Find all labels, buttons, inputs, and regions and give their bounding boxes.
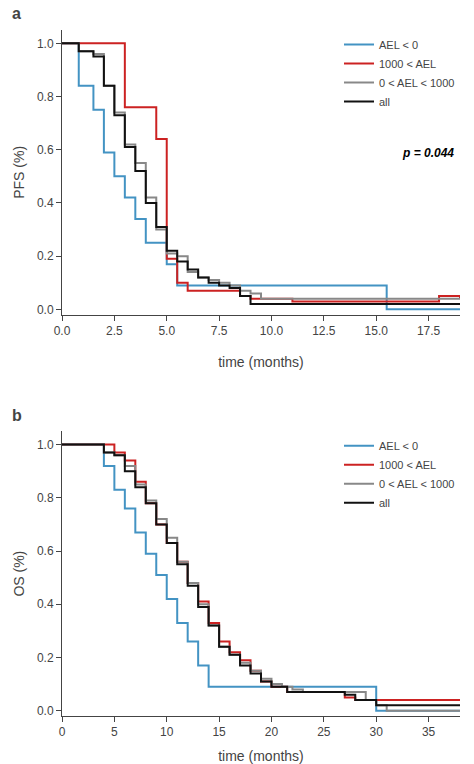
svg-text:0.0: 0.0: [37, 303, 54, 317]
svg-text:10.0: 10.0: [260, 324, 284, 338]
svg-text:1.0: 1.0: [37, 438, 54, 452]
svg-text:15.0: 15.0: [365, 324, 389, 338]
svg-text:12.5: 12.5: [312, 324, 336, 338]
svg-text:30: 30: [370, 725, 384, 739]
svg-text:all: all: [379, 96, 390, 108]
svg-text:all: all: [379, 497, 390, 509]
svg-text:b: b: [12, 407, 22, 424]
svg-text:0.4: 0.4: [37, 597, 54, 611]
svg-text:17.5: 17.5: [417, 324, 441, 338]
svg-text:0.6: 0.6: [37, 544, 54, 558]
svg-text:35: 35: [422, 725, 436, 739]
svg-text:7.5: 7.5: [211, 324, 228, 338]
svg-text:25: 25: [317, 725, 331, 739]
svg-text:20: 20: [265, 725, 279, 739]
svg-text:2.5: 2.5: [106, 324, 123, 338]
svg-text:0.0: 0.0: [37, 704, 54, 718]
svg-text:0.4: 0.4: [37, 196, 54, 210]
svg-text:0.0: 0.0: [54, 324, 71, 338]
svg-text:1000 < AEL: 1000 < AEL: [379, 58, 436, 70]
svg-text:OS (%): OS (%): [11, 551, 27, 597]
svg-text:0 < AEL < 1000: 0 < AEL < 1000: [379, 478, 454, 490]
svg-text:0.2: 0.2: [37, 651, 54, 665]
svg-text:time (months): time (months): [218, 748, 304, 764]
svg-text:10: 10: [160, 725, 174, 739]
svg-text:0.8: 0.8: [37, 491, 54, 505]
svg-text:0: 0: [59, 725, 66, 739]
svg-text:0 < AEL < 1000: 0 < AEL < 1000: [379, 77, 454, 89]
svg-text:time (months): time (months): [218, 354, 304, 370]
svg-text:AEL < 0: AEL < 0: [379, 39, 418, 51]
svg-text:p = 0.044: p = 0.044: [402, 146, 454, 160]
svg-text:0.2: 0.2: [37, 249, 54, 263]
svg-text:0.6: 0.6: [37, 143, 54, 157]
svg-text:1.0: 1.0: [37, 37, 54, 51]
svg-text:5: 5: [111, 725, 118, 739]
svg-text:5.0: 5.0: [158, 324, 175, 338]
svg-text:0.8: 0.8: [37, 90, 54, 104]
svg-text:a: a: [12, 5, 21, 22]
svg-text:1000 < AEL: 1000 < AEL: [379, 459, 436, 471]
svg-text:AEL < 0: AEL < 0: [379, 440, 418, 452]
svg-text:PFS (%): PFS (%): [11, 146, 27, 199]
svg-text:15: 15: [212, 725, 226, 739]
